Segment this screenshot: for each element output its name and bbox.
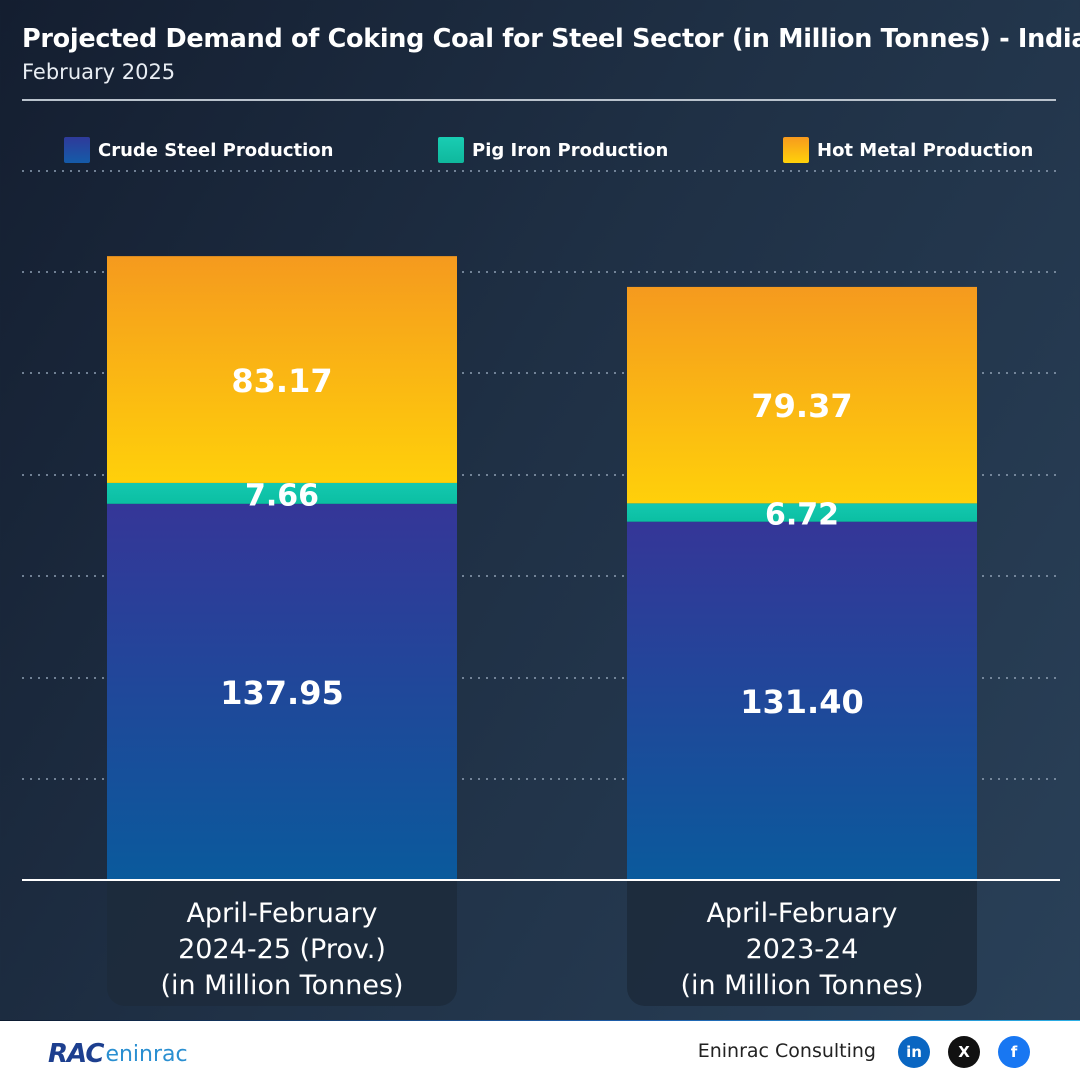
legend-swatch-crude-steel: [64, 137, 90, 163]
value-label-crude-steel-2: 131.40: [740, 683, 863, 721]
value-label-hot-metal-2: 79.37: [751, 387, 852, 425]
bar-pig-iron-2: [627, 503, 977, 522]
x-tick-label-1-line-2: 2024-25 (Prov.): [178, 934, 386, 965]
chart-title: Projected Demand of Coking Coal for Stee…: [22, 24, 1080, 54]
x-glyph: X: [958, 1043, 970, 1061]
stacked-bar-chart: 137.95 7.66 83.17 131.40 6.72 79.37 April-Feb…: [22, 170, 1060, 1006]
bar-hot-metal-2: [627, 286, 977, 504]
bar-crude-steel-2: [627, 521, 977, 880]
linkedin-glyph: in: [906, 1043, 922, 1061]
value-label-pig-iron-2: 6.72: [765, 498, 839, 533]
x-tick-label-2-line-1: April-February: [706, 898, 897, 929]
facebook-glyph: f: [1010, 1043, 1018, 1061]
legend-label-pig-iron: Pig Iron Production: [472, 139, 669, 161]
bar-pig-iron-1: [107, 482, 457, 504]
brand-logo: RAC eninrac: [48, 1036, 188, 1072]
legend-label-hot-metal: Hot Metal Production: [817, 139, 1034, 161]
company-name: Eninrac Consulting: [697, 1040, 876, 1062]
legend-label-crude-steel: Crude Steel Production: [98, 139, 334, 161]
legend-item-crude-steel: Crude Steel Production: [64, 137, 333, 163]
x-icon[interactable]: X: [948, 1036, 980, 1068]
x-tick-label-1-line-3: (in Million Tonnes): [160, 970, 403, 1001]
linkedin-icon[interactable]: in: [898, 1036, 930, 1068]
legend-item-hot-metal: Hot Metal Production: [783, 137, 1033, 163]
bar-hot-metal-1: [107, 256, 457, 483]
facebook-icon[interactable]: f: [998, 1036, 1030, 1068]
category-label-panel: [107, 860, 457, 1006]
value-label-hot-metal-1: 83.17: [231, 362, 332, 400]
legend-item-pig-iron: Pig Iron Production: [438, 137, 668, 163]
legend-swatch-pig-iron: [438, 137, 464, 163]
title-divider: [22, 99, 1056, 101]
category-label-panel: [627, 860, 977, 1006]
logo-name: eninrac: [105, 1041, 188, 1067]
value-label-pig-iron-1: 7.66: [245, 478, 319, 513]
x-tick-label-2-line-2: 2023-24: [746, 934, 859, 965]
x-tick-label-1-line-1: April-February: [186, 898, 377, 929]
chart-subtitle: February 2025: [22, 60, 176, 84]
logo-mark: RAC: [48, 1039, 104, 1069]
x-tick-label-2-line-3: (in Million Tonnes): [680, 970, 923, 1001]
value-label-crude-steel-1: 137.95: [220, 674, 343, 712]
bar-crude-steel-1: [107, 503, 457, 880]
legend-swatch-hot-metal: [783, 137, 809, 163]
